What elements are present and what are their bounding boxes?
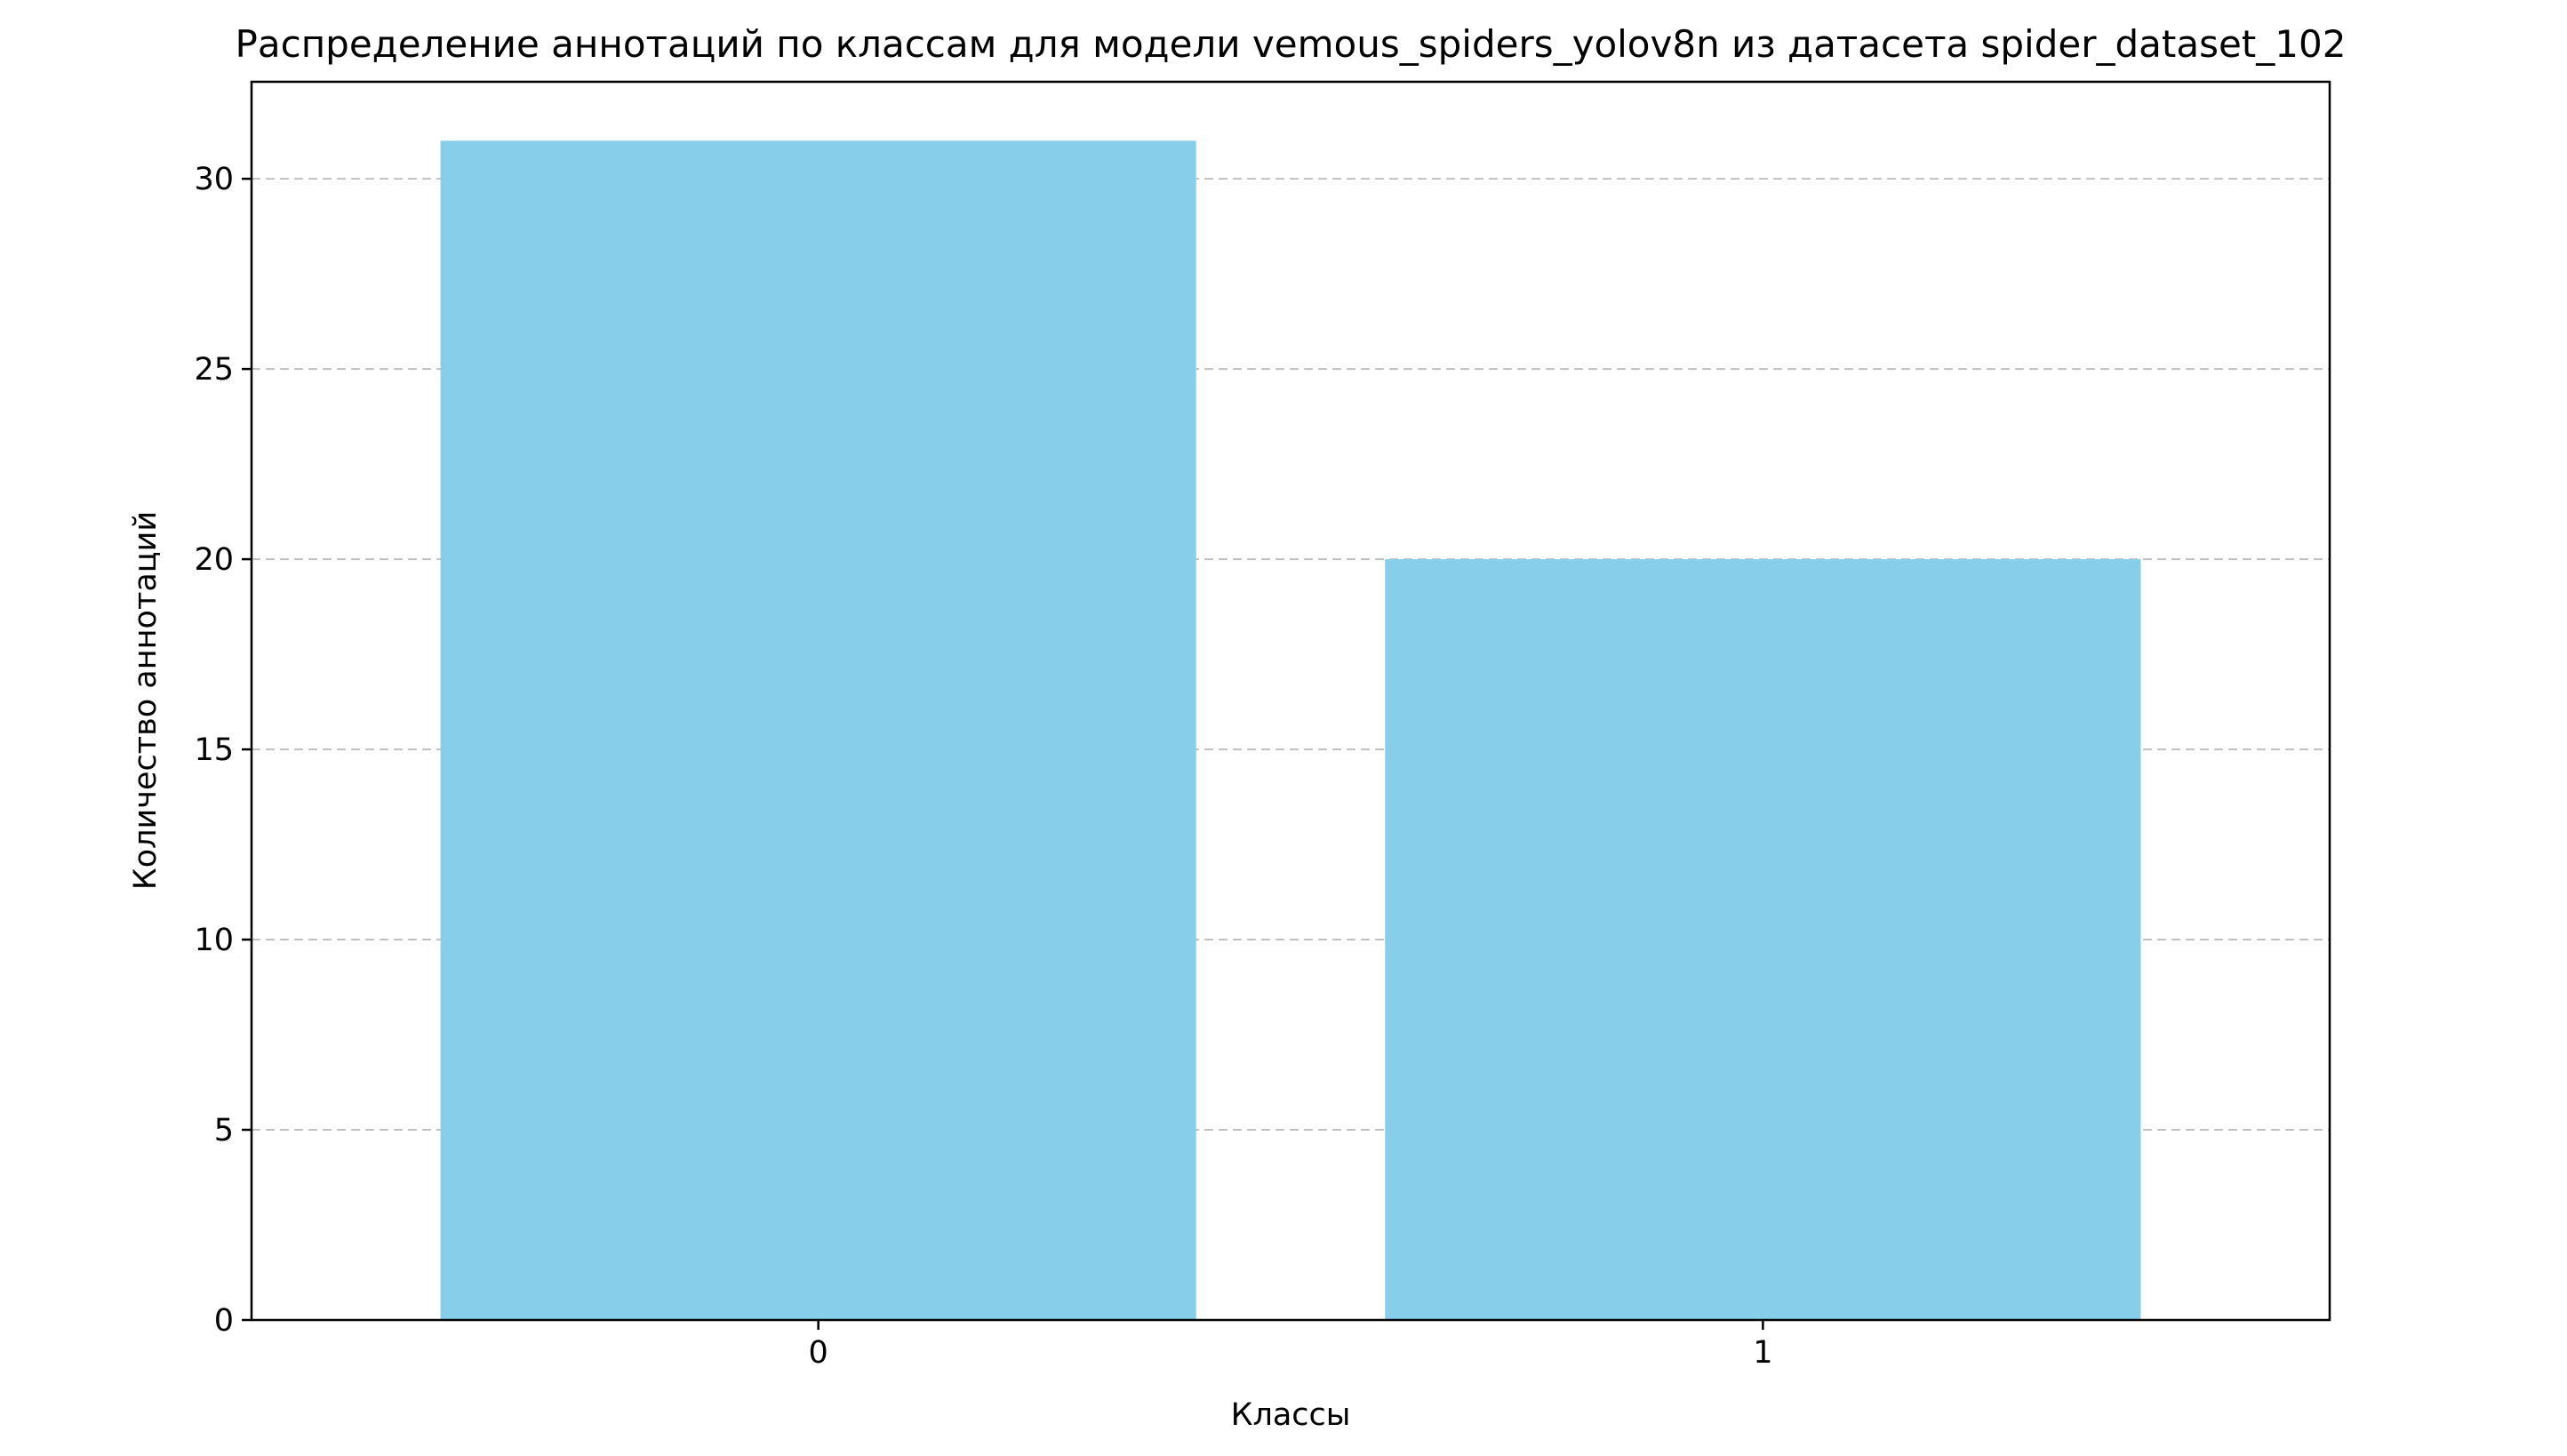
x-tick-label: 0 <box>808 1335 828 1371</box>
y-tick-label: 0 <box>214 1303 234 1339</box>
bar-class-1 <box>1385 559 2141 1320</box>
y-tick-label: 15 <box>194 732 234 768</box>
y-axis-label: Количество аннотаций <box>128 511 164 890</box>
y-tick-label: 30 <box>194 162 234 197</box>
bar-class-0 <box>440 140 1196 1320</box>
x-tick-label: 1 <box>1753 1335 1772 1371</box>
bars-layer <box>440 140 2141 1320</box>
y-tick-label: 25 <box>194 352 234 388</box>
chart-title: Распределение аннотаций по классам для м… <box>236 22 2347 66</box>
y-tick-label: 10 <box>194 923 234 958</box>
x-axis-label: Классы <box>1231 1397 1351 1433</box>
plot-frame <box>250 80 2331 1322</box>
ticks-layer: 0 5 10 15 20 25 30 0 1 <box>194 162 1772 1371</box>
y-tick-label: 20 <box>194 542 234 578</box>
y-tick-label: 5 <box>214 1113 234 1148</box>
